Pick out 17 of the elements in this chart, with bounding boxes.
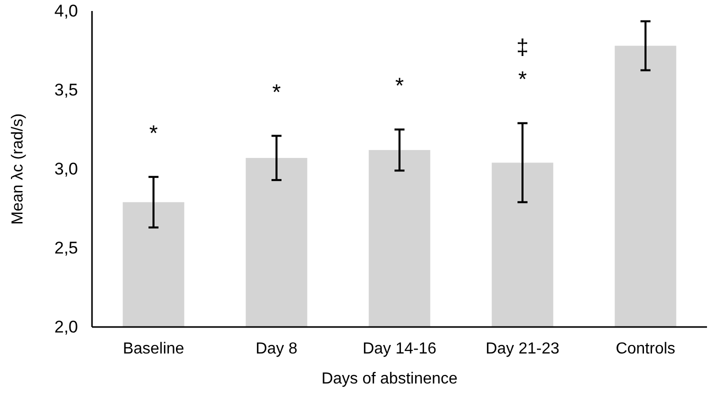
x-axis-title: Days of abstinence xyxy=(321,370,458,388)
y-axis-title: Mean λc (rad/s) xyxy=(10,113,26,225)
y-tick-label: 4,0 xyxy=(54,2,78,20)
x-tick-label: Day 21-23 xyxy=(486,340,560,358)
x-tick-label: Day 8 xyxy=(256,340,298,358)
x-tick-label: Baseline xyxy=(122,340,184,358)
annotation: * xyxy=(149,120,158,146)
x-tick-label: Controls xyxy=(616,340,676,358)
y-tick-label: 3,0 xyxy=(54,160,78,178)
annotation: * xyxy=(395,73,404,98)
y-tick-label: 2,0 xyxy=(54,318,78,336)
annotation: * xyxy=(518,66,528,92)
annotation: ‡ xyxy=(516,34,529,60)
y-tick-label: 3,5 xyxy=(54,80,78,100)
annotation: * xyxy=(272,79,282,104)
y-tick-label: 2,5 xyxy=(54,238,78,258)
x-tick-label: Day 14-16 xyxy=(362,340,437,358)
